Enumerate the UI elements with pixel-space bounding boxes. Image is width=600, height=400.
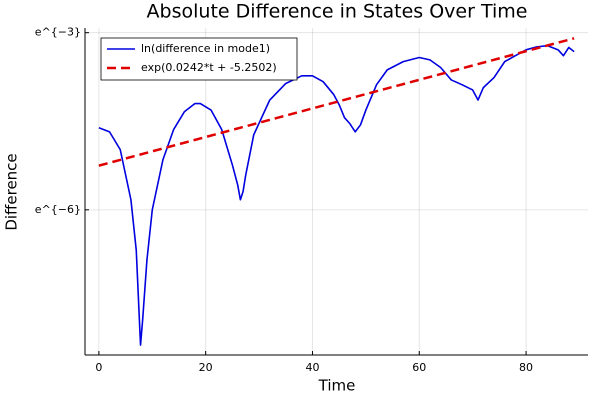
x-tick-label: 80 <box>519 361 533 374</box>
legend: ln(difference in mode1) exp(0.0242*t + -5… <box>100 37 298 81</box>
legend-label: exp(0.0242*t + -5.2502) <box>141 61 277 74</box>
series-line <box>98 37 575 167</box>
chart-title: Absolute Difference in States Over Time <box>147 1 528 23</box>
x-tick-label: 20 <box>199 361 213 374</box>
x-tick-label: 40 <box>305 361 319 374</box>
series-line <box>98 44 575 346</box>
y-axis-label: Difference <box>3 153 21 230</box>
x-tick-label: 60 <box>412 361 426 374</box>
x-tick-label: 0 <box>95 361 102 374</box>
x-axis-label: Time <box>318 377 356 395</box>
legend-box <box>100 37 298 81</box>
y-tick-label: e^{−6} <box>35 203 81 216</box>
y-tick-label: e^{−3} <box>35 26 81 39</box>
legend-label: ln(difference in mode1) <box>141 42 270 55</box>
